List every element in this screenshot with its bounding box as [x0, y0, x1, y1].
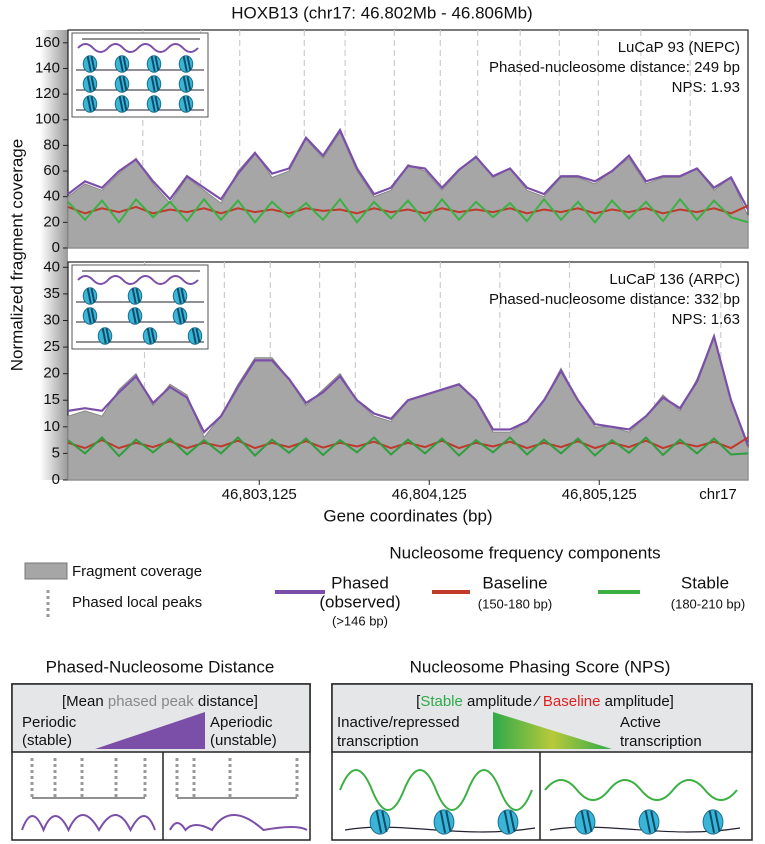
legend-note: (observed)	[319, 592, 400, 611]
formula-part: [Mean	[62, 693, 108, 710]
y-tick-label: 100	[35, 111, 60, 128]
pnd-schematic: Phased-Nucleosome Distance [Mean phased …	[12, 657, 310, 840]
y-tick-label: 35	[43, 285, 60, 302]
formula: [Mean phased peak distance]	[62, 693, 258, 710]
annotation: Phased-nucleosome distance: 249 bp	[489, 59, 740, 76]
formula-part: distance]	[194, 693, 258, 710]
y-tick-label: 20	[43, 213, 60, 230]
annotation: NPS: 1.63	[672, 311, 740, 328]
legend-range: (180-210 bp)	[671, 596, 745, 611]
legend-range: (>146 bp)	[332, 613, 388, 628]
chart-title: HOXB13 (chr17: 46.802Mb - 46.806Mb)	[231, 3, 532, 22]
y-axis-label: Normalized fragment coverage	[7, 139, 26, 371]
formula-part: Stable	[420, 693, 463, 710]
scale-low: Periodic	[22, 714, 77, 731]
scale-low: transcription	[337, 733, 419, 750]
x-tick-label: 46,803,125	[222, 486, 297, 503]
formula-part: amplitude ⁄	[463, 693, 543, 710]
x-axis-label: Gene coordinates (bp)	[323, 506, 492, 525]
scale-high: Aperiodic	[210, 714, 273, 731]
y-tick-label: 140	[35, 59, 60, 76]
legend-label: Phased	[331, 573, 389, 592]
y-tick-label: 160	[35, 34, 60, 51]
annotation: LuCaP 93 (NEPC)	[618, 39, 740, 56]
scale-low: Inactive/repressed	[337, 714, 460, 731]
legend: Fragment coverage Phased local peaks Nuc…	[25, 543, 745, 628]
y-tick-label: 30	[43, 311, 60, 328]
legend-label: Fragment coverage	[72, 563, 202, 580]
y-tick-label: 60	[43, 162, 60, 179]
formula-part: phased peak	[108, 693, 194, 710]
y-tick-label: 20	[43, 365, 60, 382]
y-tick-label: 5	[52, 444, 60, 461]
legend-label: Baseline	[482, 573, 547, 592]
figure: HOXB13 (chr17: 46.802Mb - 46.806Mb) Norm…	[0, 0, 765, 844]
nps-schematic: Nucleosome Phasing Score (NPS) [Stable a…	[332, 657, 752, 840]
schematic-title: Phased-Nucleosome Distance	[46, 657, 275, 676]
scale-low: (stable)	[22, 732, 72, 749]
x-tick-label: 46,805,125	[562, 486, 637, 503]
y-tick-label: 0	[52, 471, 60, 488]
annotation: NPS: 1.93	[672, 79, 740, 96]
panel: 0 20 40 60 80 100 120 140 160 LuCaP 93 (NEPC) Phas…	[35, 30, 748, 256]
formula: [Stable amplitude ⁄ Baseline amplitude]	[416, 693, 674, 710]
y-tick-label: 120	[35, 85, 60, 102]
legend-title: Nucleosome frequency components	[389, 543, 660, 562]
y-tick-label: 25	[43, 338, 60, 355]
x-tick-label: 46,804,125	[392, 486, 467, 503]
y-tick-label: 40	[43, 188, 60, 205]
y-tick-label: 80	[43, 136, 60, 153]
y-tick-label: 10	[43, 418, 60, 435]
y-tick-label: 40	[43, 258, 60, 275]
panel: 0 5 10 15 20 25 30 35 40 LuCaP 136 (ARPC) Phased-n…	[43, 258, 748, 488]
x-end-label: chr17	[699, 486, 737, 503]
y-tick-label: 15	[43, 391, 60, 408]
legend-label: Phased local peaks	[72, 594, 202, 611]
annotation: Phased-nucleosome distance: 332 bp	[489, 291, 740, 308]
legend-range: (150-180 bp)	[478, 596, 552, 611]
legend-swatch	[25, 563, 67, 579]
annotation: LuCaP 136 (ARPC)	[609, 271, 740, 288]
scale-high: transcription	[620, 733, 702, 750]
y-tick-label: 0	[52, 239, 60, 256]
formula-part: Baseline	[543, 693, 601, 710]
formula-part: amplitude]	[600, 693, 673, 710]
scale-high: (unstable)	[210, 732, 277, 749]
scale-high: Active	[620, 714, 661, 731]
legend-label: Stable	[681, 573, 729, 592]
schematic-title: Nucleosome Phasing Score (NPS)	[410, 657, 671, 676]
